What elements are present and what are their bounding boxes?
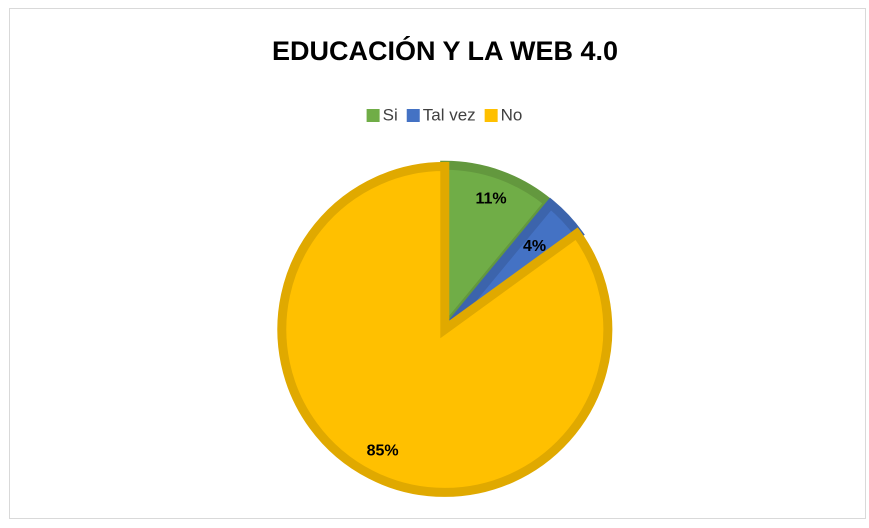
- chart-title: EDUCACIÓN Y LA WEB 4.0: [272, 35, 618, 66]
- pie-slice: [440, 160, 555, 341]
- legend-swatch: [406, 109, 420, 122]
- legend-label: Si: [383, 105, 398, 124]
- legend-label: Tal vez: [423, 105, 476, 124]
- legend-swatch: [366, 109, 380, 122]
- legend-swatch: [484, 109, 498, 122]
- data-label: 4%: [523, 238, 546, 255]
- data-label: 85%: [367, 443, 399, 460]
- data-label: 11%: [476, 191, 507, 208]
- legend-label: No: [501, 105, 523, 124]
- pie-slice: [277, 161, 613, 497]
